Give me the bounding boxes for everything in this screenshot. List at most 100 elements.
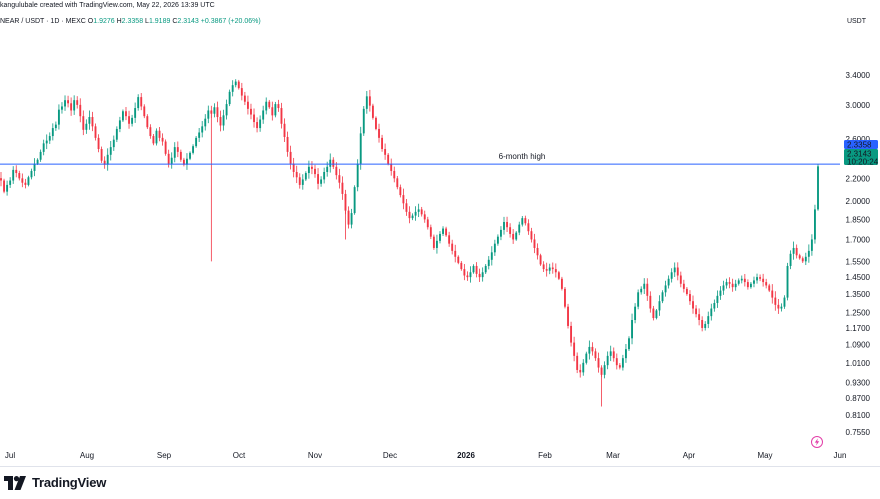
candle <box>219 110 222 132</box>
candle <box>420 206 423 217</box>
candle <box>509 223 512 238</box>
candle <box>801 256 804 263</box>
tradingview-logo[interactable]: TradingView <box>4 475 106 490</box>
candle <box>347 206 350 229</box>
candle <box>814 204 816 244</box>
candle <box>24 178 27 189</box>
candle <box>51 123 54 141</box>
change-value: +0.3867 (+20.06%) <box>200 18 261 25</box>
candle <box>259 115 262 132</box>
candle <box>225 99 228 120</box>
candle <box>765 278 768 289</box>
candle <box>161 133 164 146</box>
candle <box>621 354 624 371</box>
candle <box>624 343 627 363</box>
close-value: 2.3143 <box>177 18 199 25</box>
candle <box>798 253 801 260</box>
candle <box>73 95 76 115</box>
candle <box>289 145 292 170</box>
candle <box>79 98 82 123</box>
candle <box>493 239 496 256</box>
candle <box>554 263 557 278</box>
candle <box>298 173 301 189</box>
candle <box>643 278 646 295</box>
price-tick-label: 0.8100 <box>846 411 871 420</box>
six-month-high-price-tag: 2.3358 <box>844 140 878 150</box>
candle <box>350 208 353 229</box>
candle <box>817 164 819 211</box>
candle <box>466 271 469 281</box>
candle <box>45 134 48 150</box>
time-tick-label: Nov <box>308 451 322 460</box>
candle <box>637 289 640 310</box>
price-tick-label: 2.0000 <box>846 197 871 206</box>
candle <box>323 167 326 184</box>
svg-text:2.3358: 2.3358 <box>847 141 872 150</box>
low-value: 1.9189 <box>148 18 171 25</box>
candle <box>500 226 502 241</box>
candle <box>292 157 295 178</box>
price-tick-label: 0.9300 <box>846 378 871 387</box>
candle <box>149 124 152 139</box>
price-chart[interactable]: 6-month high 3.4000 3.0000 2.6000 2.2000 2.0… <box>0 0 880 466</box>
candle <box>67 95 70 108</box>
time-tick-label: Sep <box>157 451 172 460</box>
candle <box>57 104 60 130</box>
candles-layer <box>0 79 819 407</box>
candle <box>426 216 429 230</box>
candle <box>704 321 707 331</box>
candle <box>579 364 582 378</box>
candle <box>631 313 633 345</box>
candle <box>551 262 554 274</box>
symbol-name: NEAR / USDT · 1D · MEXC <box>0 18 86 25</box>
candle <box>460 261 463 271</box>
candle <box>591 342 594 356</box>
price-axis: 3.4000 3.0000 2.6000 2.2000 2.0000 1.8500 1.70… <box>846 71 871 437</box>
candle <box>54 121 57 131</box>
price-tick-label: 1.5500 <box>846 257 871 266</box>
candle <box>777 298 780 314</box>
candle <box>304 171 307 182</box>
svg-text:2.3143: 2.3143 <box>847 150 872 159</box>
candle <box>405 198 408 216</box>
candle <box>228 89 231 107</box>
symbol-legend[interactable]: NEAR / USDT · 1D · MEXC O1.9276 H2.3358 … <box>0 18 261 25</box>
candle <box>533 233 536 254</box>
candle <box>112 135 115 151</box>
lightning-icon[interactable] <box>811 436 823 448</box>
candle <box>795 244 798 259</box>
candle <box>121 109 124 122</box>
candle <box>314 164 316 178</box>
candle <box>713 299 716 312</box>
candle <box>707 311 710 329</box>
candle <box>731 278 734 292</box>
candle <box>503 216 505 235</box>
candle <box>557 270 560 281</box>
price-tick-label: 1.1700 <box>846 324 871 333</box>
candle <box>393 166 396 183</box>
candle <box>652 305 655 321</box>
candle <box>173 142 176 163</box>
price-tick-label: 1.8500 <box>846 215 871 224</box>
candle <box>515 231 518 241</box>
candle <box>560 276 563 291</box>
time-tick-label: Apr <box>683 451 696 460</box>
candle <box>417 203 420 218</box>
candle <box>618 363 621 370</box>
candle <box>454 244 457 263</box>
candle <box>30 168 33 180</box>
candle <box>3 178 5 194</box>
candle <box>676 262 679 281</box>
candle <box>320 176 323 187</box>
candle <box>402 188 405 210</box>
price-tick-label: 1.4500 <box>846 273 871 282</box>
candle <box>131 114 134 127</box>
candle <box>597 352 600 373</box>
currency-label: USDT <box>846 18 866 25</box>
candle <box>335 162 338 180</box>
candle <box>737 278 740 286</box>
price-tick-label: 1.0900 <box>846 341 871 350</box>
candle <box>152 134 155 146</box>
candle <box>48 132 51 144</box>
candle <box>472 264 475 274</box>
